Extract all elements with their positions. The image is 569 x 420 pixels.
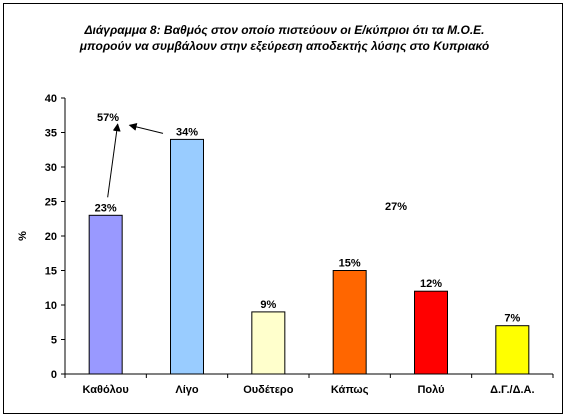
annotation-27: 27% [385,201,407,213]
x-category-label: Πολύ [417,384,444,396]
chart-title-line-2: μπορούν να συμβάλουν στην εξεύρεση αποδε… [79,39,490,53]
annotation-arrow-1 [107,123,121,198]
y-tick-label: 10 [45,300,57,312]
y-tick-label: 35 [45,128,57,140]
bar-4 [332,270,367,375]
bar-6 [495,325,530,375]
y-tick-label: 0 [51,369,57,381]
chart-title: Διάγραμμα 8: Βαθμός στον οποίο πιστεύουν… [0,22,569,54]
bar-value-label: 15% [339,258,361,270]
annotation-arrow-2 [128,123,164,134]
chart-title-line-1: Διάγραμμα 8: Βαθμός στον οποίο πιστεύουν… [84,23,485,37]
x-category-label: Κάπως [331,384,369,396]
y-tick-label: 15 [45,266,57,278]
bar-2 [170,138,204,375]
y-tick-label: 40 [45,93,57,105]
bar-5 [414,290,448,375]
annotation-57: 57% [97,112,119,124]
y-tick-label: 30 [45,162,57,174]
bar-value-label: 23% [95,202,117,214]
x-category-label: Δ.Γ./Δ.Α. [490,384,534,396]
y-tick-label: 25 [45,197,57,209]
bar-value-label: 12% [420,278,442,290]
x-category-label: Καθόλου [83,384,129,396]
y-axis-label: % [17,231,29,241]
y-tick-label: 20 [45,231,57,243]
bar-value-label: 9% [260,299,276,311]
bar-3 [251,311,286,375]
x-category-label: Ουδέτερο [243,384,294,396]
bar-value-label: 7% [504,313,520,325]
bar-1 [88,214,123,375]
x-category-label: Λίγο [175,384,199,396]
y-tick-label: 5 [51,335,57,347]
bar-value-label: 34% [176,126,198,138]
